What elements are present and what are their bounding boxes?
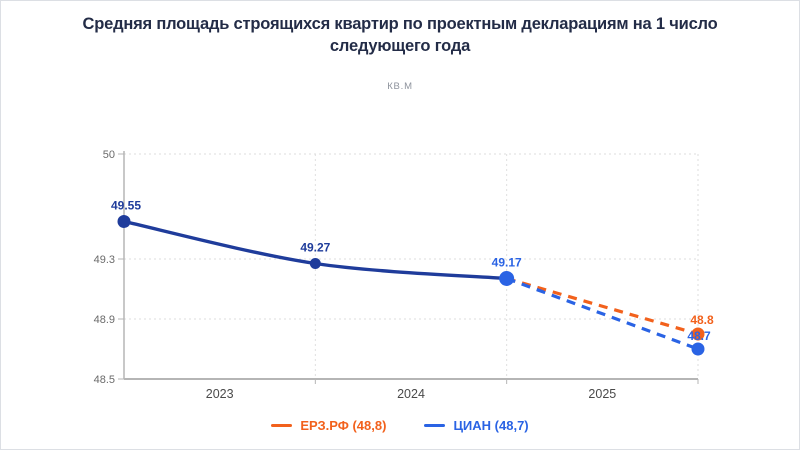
y-tick-label: 49.3 (94, 254, 115, 266)
y-tick-label: 48.9 (94, 314, 115, 326)
y-tick-label: 50 (103, 149, 115, 161)
forecast-line-erz (506, 276, 699, 336)
data-point-erz[interactable] (691, 327, 705, 341)
chart-title: Средняя площадь строящихся квартир по пр… (1, 14, 799, 58)
data-point-cian[interactable] (691, 342, 705, 356)
chart-title-text: Средняя площадь строящихся квартир по пр… (82, 15, 718, 55)
forecast-line-cian (506, 276, 699, 351)
y-tick-label: 48.5 (94, 374, 115, 386)
data-point-history[interactable] (117, 215, 131, 228)
legend-label-erz: ЕРЗ.РФ (48,8) (300, 418, 387, 433)
legend-item-erz[interactable]: ЕРЗ.РФ (48,8) (271, 418, 386, 433)
x-axis-label: 2024 (397, 387, 425, 401)
chart-units-label: кв.м (387, 81, 413, 92)
x-axis-label: 2025 (588, 387, 616, 401)
data-point-label: 49.55 (111, 199, 141, 213)
legend-label-cian: ЦИАН (48,7) (453, 418, 529, 433)
forecast-label-erz: 48.8 (690, 313, 714, 327)
data-point-history[interactable] (499, 271, 515, 286)
cian-line-marker-icon (424, 424, 446, 427)
data-point-history[interactable] (309, 258, 321, 269)
forecast-label-cian: 48.7 (687, 329, 711, 343)
x-axis-label: 2023 (206, 387, 234, 401)
legend-item-cian[interactable]: ЦИАН (48,7) (424, 418, 529, 433)
erz-line-marker-icon (271, 424, 293, 427)
data-point-label: 49.27 (300, 241, 330, 255)
chart-legend: ЕРЗ.РФ (48,8) ЦИАН (48,7) (1, 418, 799, 433)
data-point-label: 49.17 (492, 256, 522, 270)
